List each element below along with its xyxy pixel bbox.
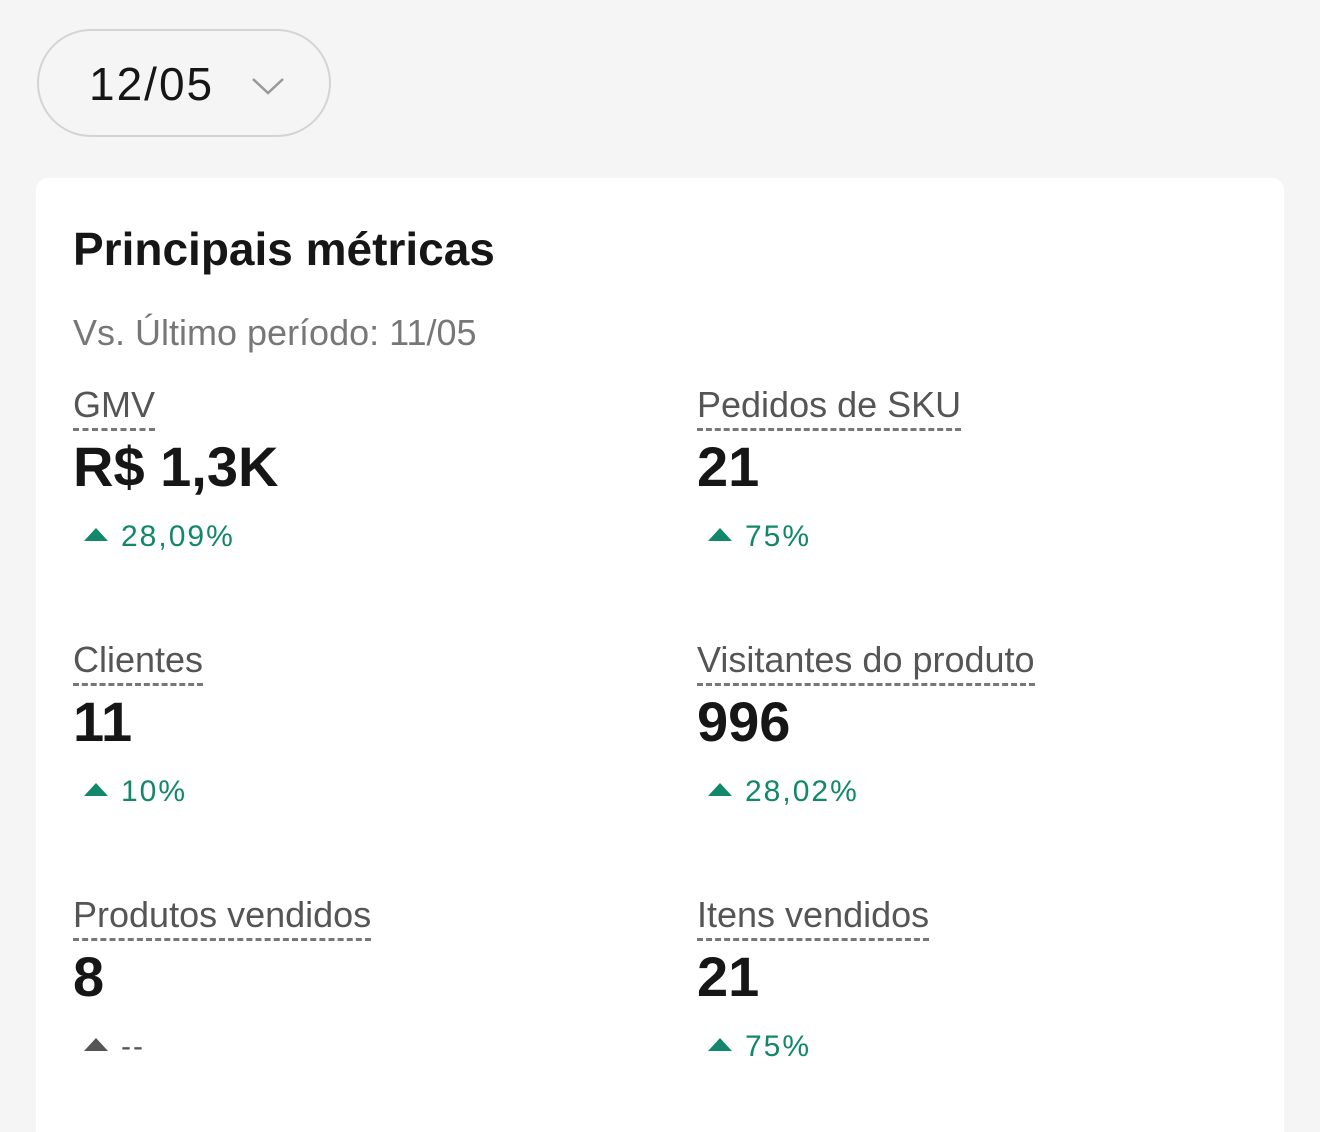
chevron (252, 78, 284, 95)
trend-arrow (84, 528, 108, 541)
metric-value: 21 (697, 435, 760, 498)
trend-arrow-shape (84, 783, 108, 796)
metric-value: 11 (73, 690, 133, 753)
metric-label[interactable]: Itens vendidos (697, 894, 930, 941)
metric: Clientes 11 10% (73, 639, 633, 829)
trend-arrow-shape (84, 1038, 108, 1051)
metric-value: 21 (697, 945, 760, 1008)
date-selector[interactable]: 12/05 (37, 29, 331, 137)
metric-label[interactable]: Produtos vendidos (73, 894, 372, 941)
trend-arrow-shape (84, 528, 108, 541)
metric-label[interactable]: Clientes (73, 639, 204, 686)
metric-label[interactable]: GMV (73, 384, 156, 431)
trend-arrow (84, 1038, 108, 1051)
trend-arrow-shape (708, 1038, 732, 1051)
metric: Produtos vendidos 8 -- (73, 894, 633, 1084)
metric-change: 28,02% (745, 775, 859, 808)
metric-label[interactable]: Pedidos de SKU (697, 384, 962, 431)
metric-value: R$ 1,3K (73, 435, 279, 498)
trend-arrow (708, 1038, 732, 1051)
metric-value: 996 (697, 690, 791, 753)
metric: Visitantes do produto 996 28,02% (697, 639, 1257, 829)
metric-change: 75% (745, 520, 812, 553)
trend-arrow-shape (708, 528, 732, 541)
trend-arrow (708, 528, 732, 541)
metric-change: 10% (121, 775, 188, 808)
card-title: Principais métricas (73, 223, 495, 275)
metric: Pedidos de SKU 21 75% (697, 384, 1257, 574)
trend-arrow-shape (708, 783, 732, 796)
trend-arrow (84, 783, 108, 796)
card-subtitle: Vs. Último período: 11/05 (73, 312, 477, 353)
metric-label[interactable]: Visitantes do produto (697, 639, 1035, 686)
metrics-card: Principais métricas Vs. Último período: … (36, 178, 1284, 1132)
metric-value: 8 (73, 945, 105, 1008)
metric: Itens vendidos 21 75% (697, 894, 1257, 1084)
metric-change: -- (121, 1030, 145, 1063)
date-label: 12/05 (89, 58, 215, 110)
trend-arrow (708, 783, 732, 796)
metric-change: 28,09% (121, 520, 235, 553)
metric-change: 75% (745, 1030, 812, 1063)
metric: GMV R$ 1,3K 28,09% (73, 384, 633, 574)
